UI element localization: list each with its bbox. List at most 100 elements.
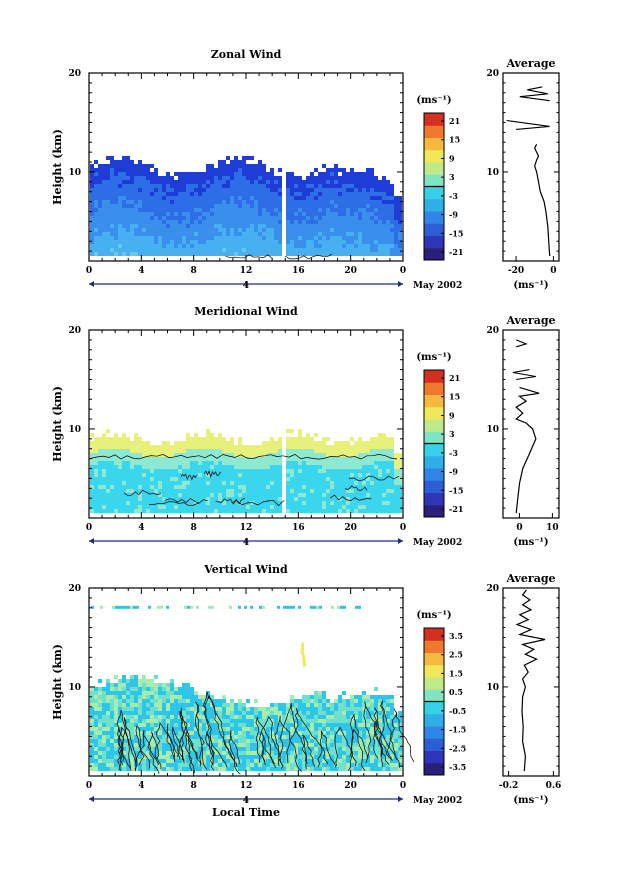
average-profile (507, 87, 550, 256)
x-tick-label: 4 (138, 523, 144, 533)
average-ticks (503, 73, 559, 261)
colorbar-swatch (424, 187, 444, 200)
x-tick-label: 0 (400, 266, 406, 276)
colorbar-swatch (424, 702, 444, 715)
colorbar-tick-label: -15 (449, 228, 463, 238)
average-frame (503, 330, 559, 518)
colorbar-swatch (424, 174, 444, 187)
colorbar-swatch (424, 150, 444, 163)
colorbar-unit: (ms⁻¹) (416, 610, 451, 621)
colorbar-unit: (ms⁻¹) (416, 352, 451, 363)
chart-title: Meridional Wind (194, 305, 298, 318)
colorbar-tick-label: 9 (449, 410, 455, 420)
average-line (517, 590, 545, 771)
y-axis-label: Height (km) (51, 644, 64, 720)
average-x-tick-label: 0 (516, 523, 522, 533)
colorbar-tick-label: 3 (449, 172, 455, 182)
colorbar-swatch (424, 125, 444, 138)
colorbar-swatch (424, 763, 444, 776)
colorbar-swatch (424, 505, 444, 518)
x-tick-label: 16 (292, 266, 305, 276)
colorbar-tick-label: -0.5 (449, 706, 466, 716)
y-tick-label: 20 (68, 326, 81, 336)
average-y-tick-label: 10 (486, 168, 499, 178)
average-unit: (ms⁻¹) (513, 537, 548, 548)
date-axis-label: May 2002 (413, 538, 462, 548)
colorbar-tick-label: 2.5 (449, 650, 463, 660)
colorbar-swatch (424, 665, 444, 678)
x-tick-label: 20 (344, 523, 357, 533)
heatmap-field (90, 156, 402, 256)
colorbar-tick-label: 3.5 (449, 631, 463, 641)
colorbar-swatch (424, 751, 444, 764)
colorbar-swatch (424, 419, 444, 432)
x-tick-label: 16 (292, 523, 305, 533)
average-line-segment (516, 340, 526, 347)
colorbar-tick-label: -1.5 (449, 725, 466, 735)
colorbar-swatch (424, 248, 444, 261)
colorbar-unit: (ms⁻¹) (416, 95, 451, 106)
y-tick-label: 20 (68, 69, 81, 79)
y-tick-label: 10 (68, 168, 81, 178)
colorbar-tick-label: -3 (449, 191, 458, 201)
colorbar-swatch (424, 113, 444, 126)
average-frame (503, 588, 559, 776)
colorbar-tick-label: 1.5 (449, 668, 463, 678)
colorbar-tick-label: 0.5 (449, 687, 463, 697)
average-y-tick-label: 10 (486, 683, 499, 693)
colorbar-tick-label: -9 (449, 467, 458, 477)
average-profile (513, 340, 539, 513)
average-y-tick-label: 20 (486, 584, 499, 594)
colorbar-swatch (424, 640, 444, 653)
colorbar-swatch (424, 677, 444, 690)
average-title: Average (505, 57, 555, 70)
chart-title: Zonal Wind (211, 48, 282, 61)
colorbar-tick-label: -3 (449, 448, 458, 458)
y-tick-label: 20 (68, 584, 81, 594)
colorbar-tick-label: 21 (449, 116, 460, 126)
heatmap-field (90, 606, 402, 771)
colorbar-swatch (424, 714, 444, 727)
average-x-tick-label: 10 (546, 523, 559, 533)
colorbar-swatch (424, 726, 444, 739)
colorbar-tick-label: -15 (449, 485, 463, 495)
date-axis-label: May 2002 (413, 796, 462, 806)
y-axis-label: Height (km) (51, 386, 64, 462)
x-tick-label: 0 (400, 781, 406, 791)
chart-title: Vertical Wind (203, 563, 288, 576)
x-tick-label: 4 (138, 781, 144, 791)
x-tick-label: 12 (240, 781, 253, 791)
average-y-tick-label: 10 (486, 425, 499, 435)
x-tick-label: 8 (191, 781, 197, 791)
average-x-tick-label: -0.2 (499, 781, 518, 791)
x-axis-label: Local Time (212, 806, 280, 819)
average-line-segment (520, 87, 550, 101)
y-axis-label: Height (km) (51, 129, 64, 205)
x-tick-label: 8 (191, 523, 197, 533)
heatmap-field (90, 429, 402, 513)
colorbar-tick-label: 15 (449, 135, 460, 145)
colorbar-tick-label: -9 (449, 210, 458, 220)
average-x-tick-label: -20 (508, 266, 524, 276)
colorbar-swatch (424, 738, 444, 751)
colorbar-tick-label: -21 (449, 247, 463, 257)
colorbar-tick-label: -21 (449, 504, 463, 514)
date-axis-day: 4 (243, 281, 249, 291)
average-line (535, 144, 550, 256)
colorbar-swatch (424, 456, 444, 469)
colorbar-tick-label: 9 (449, 153, 455, 163)
average-title: Average (505, 572, 555, 585)
x-tick-label: 12 (240, 266, 253, 276)
colorbar-swatch (424, 628, 444, 641)
colorbar-swatch (424, 223, 444, 236)
average-ticks (503, 330, 559, 518)
average-ticks (503, 588, 559, 776)
colorbar-tick-label: 3 (449, 429, 455, 439)
date-axis-arrow-left (89, 796, 94, 802)
colorbar-swatch (424, 480, 444, 493)
x-tick-label: 0 (86, 523, 92, 533)
colorbar-tick-label: -2.5 (449, 743, 466, 753)
